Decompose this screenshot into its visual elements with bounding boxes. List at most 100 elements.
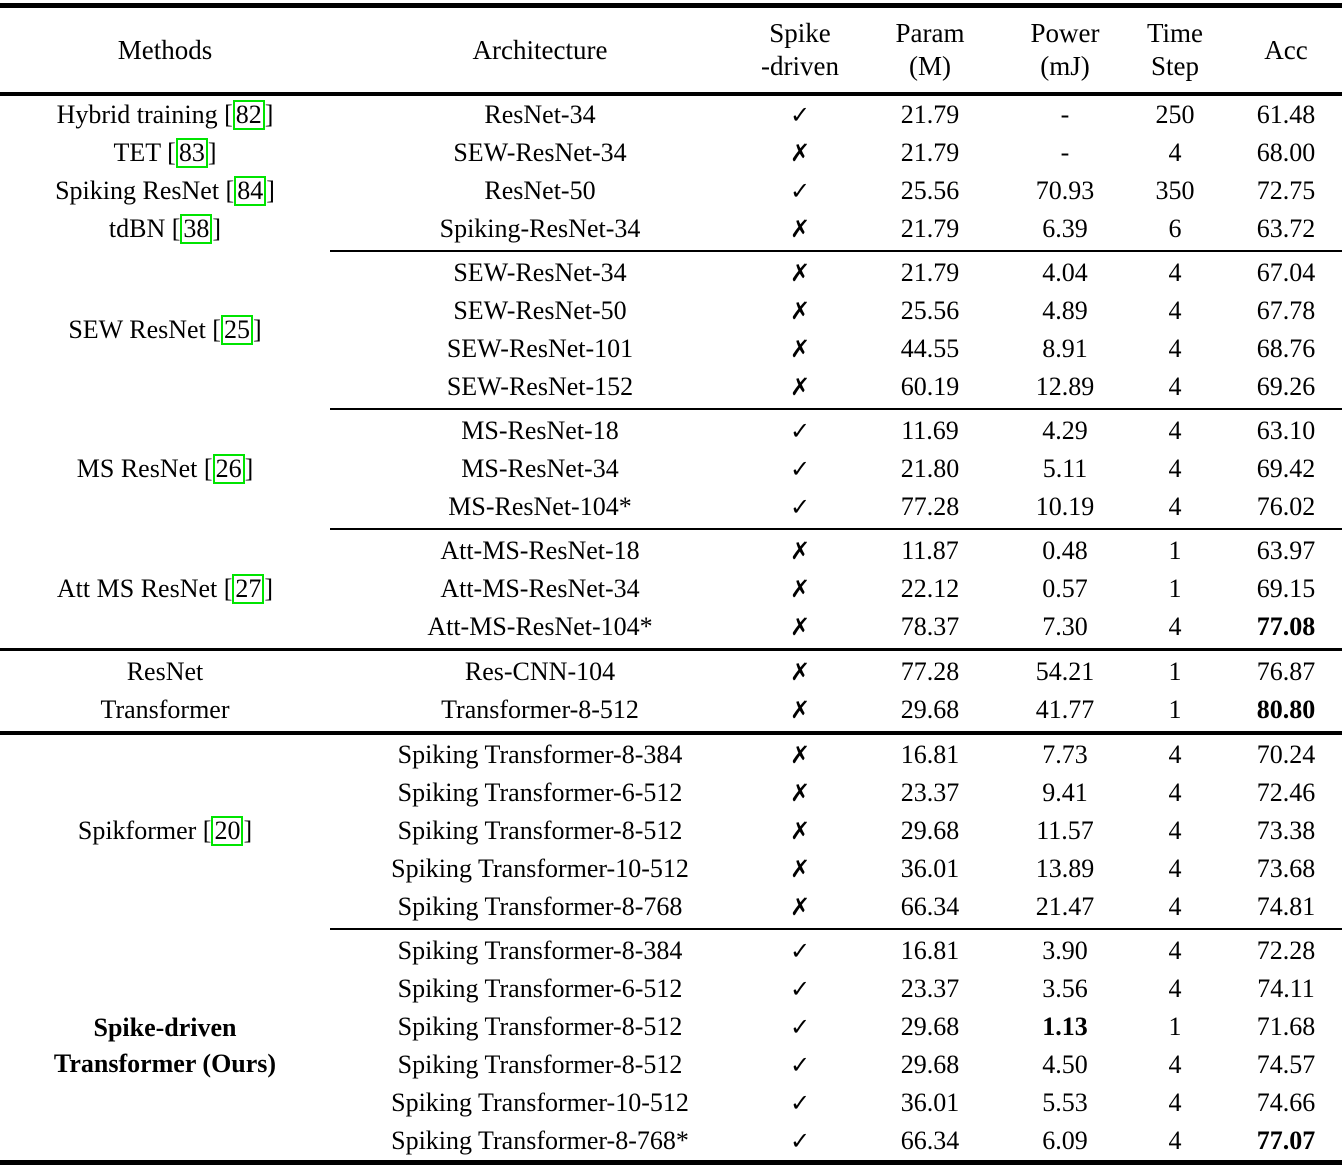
spike-driven-check-icon: ✓: [789, 975, 811, 1003]
spike-driven-check-icon: ✓: [789, 417, 811, 445]
table-row: Spike-driven Transformer (Ours) Spiking T…: [0, 932, 1342, 1078]
spike-driven-check-icon: ✓: [789, 937, 811, 965]
col-header-param: Param (M): [850, 8, 1010, 96]
architecture-cell: Transformer-8-512: [441, 695, 639, 724]
spike-driven-cross-icon: ✗: [789, 139, 811, 167]
citation-link[interactable]: 27: [232, 574, 265, 604]
method-cell: tdBN [38]: [108, 214, 222, 244]
acc-cell: 74.66: [1256, 1088, 1316, 1117]
power-cell: 5.11: [1042, 454, 1088, 483]
spike-driven-check-icon: ✓: [789, 455, 811, 483]
param-cell: 29.68: [900, 1012, 960, 1041]
table-row: Spiking ResNet [84] ResNet-50 ✓ 25.56 70.93 3…: [0, 172, 1342, 210]
power-cell: 3.56: [1042, 974, 1088, 1003]
time-step-cell: 4: [1168, 1050, 1182, 1079]
acc-cell: 67.78: [1256, 296, 1316, 325]
method-cell: Spikformer [20]: [77, 816, 253, 846]
time-step-cell: 350: [1155, 176, 1195, 205]
spike-driven-cross-icon: ✗: [789, 741, 811, 769]
time-step-cell: 4: [1168, 1088, 1182, 1117]
method-label: Spikformer: [77, 816, 197, 845]
architecture-cell: Att-MS-ResNet-18: [440, 536, 640, 565]
table-row: Spiking Transformer-6-512 ✗ 23.37 9.41 4 72.4…: [0, 774, 1342, 812]
architecture-cell: Spiking Transformer-8-768: [397, 892, 683, 921]
architecture-cell: Spiking Transformer-8-512: [397, 1050, 683, 1079]
acc-cell: 70.24: [1256, 740, 1316, 769]
architecture-cell: Spiking Transformer-8-768*: [391, 1126, 689, 1155]
method-label: Att MS ResNet: [56, 574, 218, 603]
table-row: Att-MS-ResNet-104* ✗ 78.37 7.30 4 77.08: [0, 608, 1342, 646]
time-step-cell: 4: [1168, 778, 1182, 807]
time-step-cell: 1: [1168, 574, 1182, 603]
section-divider-cell: [0, 248, 1342, 254]
param-cell: 77.28: [900, 492, 960, 521]
citation-link[interactable]: 38: [180, 214, 213, 244]
section-divider: [0, 406, 1342, 412]
acc-cell: 61.48: [1256, 100, 1316, 129]
time-step-cell: 4: [1168, 816, 1182, 845]
spike-driven-cross-icon: ✗: [789, 658, 811, 686]
time-step-cell: 4: [1168, 372, 1182, 401]
table-row: SEW ResNet [25] SEW-ResNet-34 ✗ 21.79 4.04 4 6…: [0, 254, 1342, 345]
acc-cell: 76.87: [1256, 657, 1316, 686]
time-step-cell: 4: [1168, 296, 1182, 325]
citation-link[interactable]: 83: [175, 138, 208, 168]
param-cell: 21.80: [900, 454, 960, 483]
architecture-cell: Att-MS-ResNet-34: [440, 574, 640, 603]
power-cell: 4.89: [1042, 296, 1088, 325]
section-divider-cell: [0, 406, 1342, 412]
power-cell: 10.19: [1035, 492, 1095, 521]
time-step-cell: 4: [1168, 138, 1182, 167]
param-cell: 22.12: [900, 574, 960, 603]
acc-cell: 77.08: [1256, 612, 1316, 641]
param-cell: 36.01: [900, 1088, 960, 1117]
param-cell: 60.19: [900, 372, 960, 401]
power-cell: 13.89: [1035, 854, 1095, 883]
spike-driven-check-icon: ✓: [789, 1127, 811, 1155]
param-cell: 29.68: [900, 1050, 960, 1079]
architecture-cell: Spiking Transformer-8-384: [397, 936, 683, 965]
method-cell: TET [83]: [113, 138, 217, 168]
power-cell: 54.21: [1035, 657, 1095, 686]
citation-link[interactable]: 20: [211, 816, 244, 846]
time-step-cell: 4: [1168, 974, 1182, 1003]
spike-driven-cross-icon: ✗: [789, 335, 811, 363]
partial-rule: [330, 408, 1342, 410]
param-cell: 23.37: [900, 778, 960, 807]
architecture-cell: ResNet-50: [484, 176, 596, 205]
time-step-cell: 1: [1168, 1012, 1182, 1041]
power-cell: 8.91: [1042, 334, 1088, 363]
citation-link[interactable]: 82: [232, 100, 265, 130]
results-table: Methods Architecture Spike -driven Param…: [0, 8, 1342, 1160]
table-row: SEW-ResNet-152 ✗ 60.19 12.89 4 69.26: [0, 368, 1342, 406]
acc-cell: 69.42: [1256, 454, 1316, 483]
citation-link[interactable]: 84: [234, 176, 267, 206]
time-step-cell: 1: [1168, 536, 1182, 565]
col-header-methods-label: Methods: [117, 34, 213, 65]
table-row: Transformer Transformer-8-512 ✗ 29.68 41.77 1…: [0, 691, 1342, 729]
architecture-cell: Res-CNN-104: [464, 657, 616, 686]
architecture-cell: MS-ResNet-34: [461, 454, 619, 483]
time-step-cell: 6: [1168, 214, 1182, 243]
acc-cell: 71.68: [1256, 1012, 1316, 1041]
table-body: Hybrid training [82] ResNet-34 ✓ 21.79 - 250 6…: [0, 94, 1342, 1160]
acc-cell: 74.11: [1257, 974, 1315, 1003]
header-row: Methods Architecture Spike -driven Param…: [0, 8, 1342, 96]
citation-link[interactable]: 26: [212, 454, 245, 484]
acc-cell: 68.00: [1256, 138, 1316, 167]
table-row: TET [83] SEW-ResNet-34 ✗ 21.79 - 4 68.00: [0, 134, 1342, 172]
spike-driven-cross-icon: ✗: [789, 297, 811, 325]
citation-link[interactable]: 25: [220, 315, 253, 345]
architecture-cell: Att-MS-ResNet-104*: [427, 612, 653, 641]
power-cell: 21.47: [1035, 892, 1095, 921]
table-row: Spiking Transformer-8-512 ✗ 29.68 11.57 4 73.…: [0, 812, 1342, 850]
acc-cell: 63.10: [1256, 416, 1316, 445]
architecture-cell: SEW-ResNet-152: [446, 372, 634, 401]
table-row: Spiking Transformer-8-512 ✓ 29.68 1.13 1 71.6…: [0, 1008, 1342, 1046]
param-cell: 23.37: [900, 974, 960, 1003]
table-row: SEW-ResNet-101 ✗ 44.55 8.91 4 68.76: [0, 330, 1342, 368]
table-row: Hybrid training [82] ResNet-34 ✓ 21.79 - 250 6…: [0, 94, 1342, 134]
spike-driven-check-icon: ✓: [789, 1089, 811, 1117]
power-cell: 41.77: [1035, 695, 1095, 724]
param-cell: 44.55: [900, 334, 960, 363]
